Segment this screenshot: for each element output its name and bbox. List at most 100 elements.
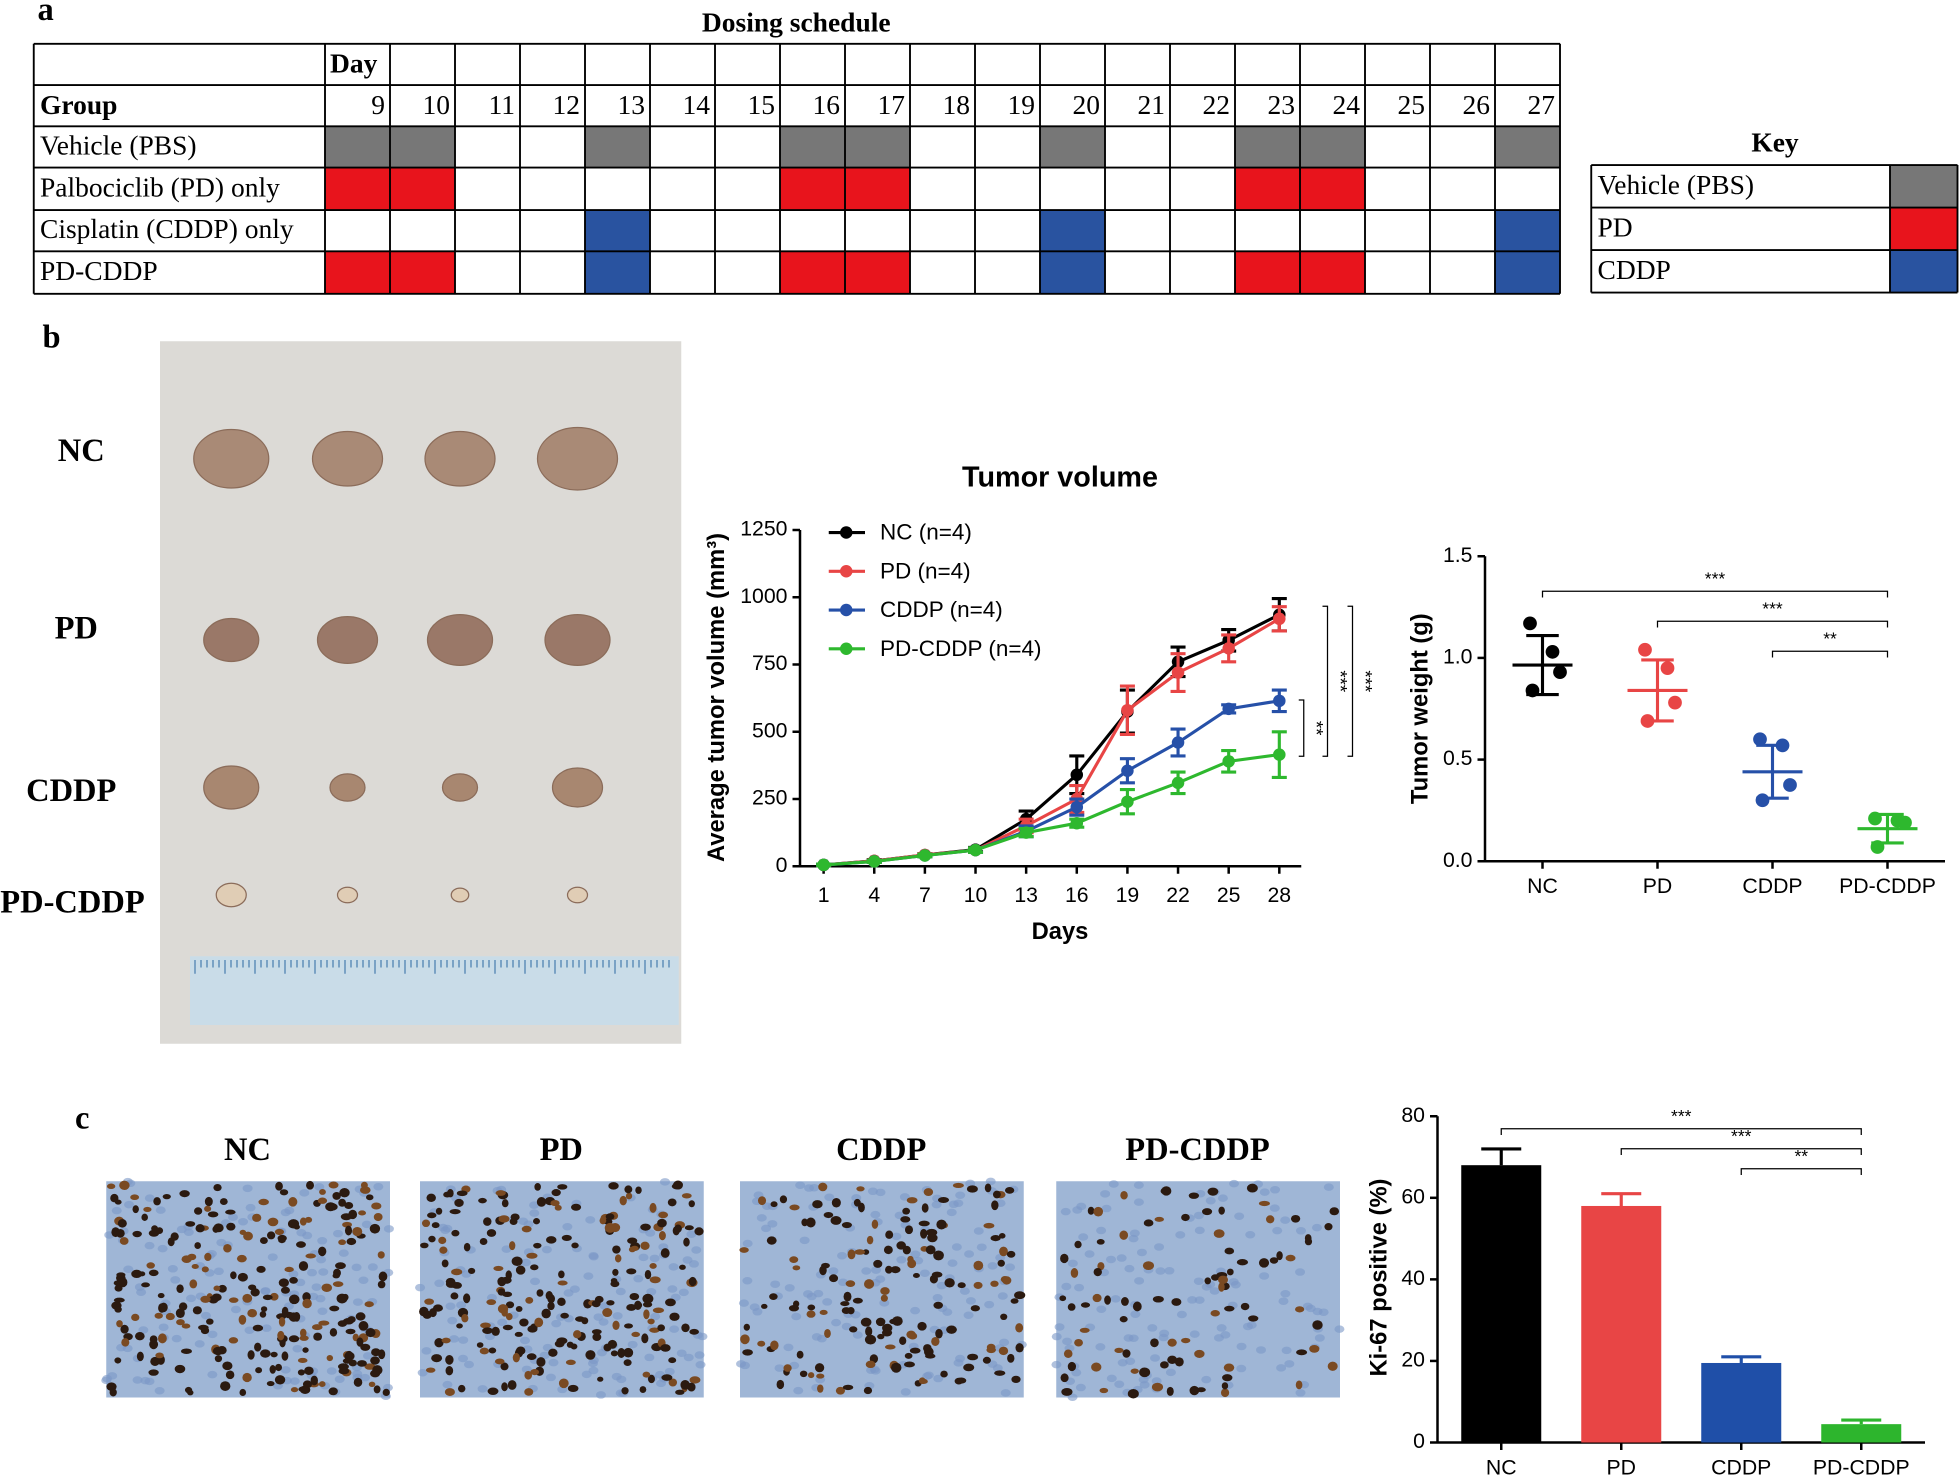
ihc-nucleus <box>123 1265 134 1273</box>
ihc-stain <box>352 1226 363 1237</box>
ihc-stain <box>642 1371 651 1378</box>
ihc-stain <box>328 1387 338 1396</box>
ihc-nucleus <box>144 1241 155 1250</box>
ihc-nucleus <box>519 1336 530 1345</box>
ihc-stain <box>551 1189 561 1197</box>
ihc-stain <box>880 1294 888 1302</box>
ihc-nucleus <box>997 1292 1008 1300</box>
ihc-stain <box>1312 1320 1323 1330</box>
day-number: 16 <box>813 89 841 120</box>
day-number: 9 <box>371 89 385 120</box>
ihc-nucleus <box>383 1225 394 1233</box>
ihc-stain <box>356 1360 367 1367</box>
ihc-stain <box>377 1251 385 1259</box>
ihc-stain <box>141 1282 150 1288</box>
ihc-nucleus <box>437 1223 448 1232</box>
ihc-stain <box>1327 1361 1338 1371</box>
ihc-stain <box>742 1349 753 1356</box>
x-tick-label: NC <box>1486 1455 1517 1479</box>
ihc-stain <box>222 1361 233 1371</box>
ihc-nucleus <box>667 1285 678 1293</box>
ihc-label: NC <box>224 1132 271 1168</box>
ihc-nucleus <box>963 1311 974 1320</box>
ihc-stain <box>937 1196 950 1204</box>
ihc-nucleus <box>936 1281 947 1290</box>
ihc-nucleus <box>261 1324 272 1332</box>
ihc-stain <box>119 1237 129 1245</box>
ihc-stain <box>841 1221 852 1229</box>
ihc-nucleus <box>207 1370 218 1379</box>
ihc-stain <box>1104 1295 1111 1305</box>
ihc-nucleus <box>260 1287 271 1295</box>
ihc-stain <box>479 1237 488 1246</box>
ihc-stain <box>278 1278 290 1288</box>
ihc-stain <box>906 1330 916 1339</box>
ihc-stain <box>558 1270 565 1279</box>
ihc-nucleus <box>1138 1375 1149 1384</box>
ihc-stain <box>560 1312 569 1319</box>
ihc-stain <box>796 1350 804 1359</box>
ihc-stain <box>902 1207 911 1215</box>
ihc-nucleus <box>588 1366 599 1375</box>
ihc-stain <box>494 1358 505 1365</box>
ihc-stain <box>1296 1349 1308 1356</box>
ihc-stain <box>881 1328 893 1337</box>
ihc-nucleus <box>985 1177 996 1186</box>
ihc-nucleus <box>315 1294 326 1303</box>
ihc-nucleus <box>1280 1289 1291 1298</box>
ihc-stain <box>770 1201 778 1208</box>
ihc-stain <box>328 1181 339 1189</box>
ihc-nucleus <box>822 1298 833 1306</box>
ihc-stain <box>304 1216 313 1223</box>
ihc-stain <box>557 1280 568 1286</box>
dose-cell <box>585 126 650 168</box>
y-axis-label: Average tumor volume (mm³) <box>703 533 730 862</box>
ihc-stain <box>318 1381 326 1388</box>
point <box>1553 665 1567 680</box>
day-number: 20 <box>1073 89 1101 120</box>
ihc-nucleus <box>1314 1334 1325 1342</box>
panel-label: a <box>38 0 54 28</box>
ihc-nucleus <box>530 1277 541 1286</box>
ihc-nucleus <box>484 1332 495 1341</box>
ihc-nucleus <box>1074 1283 1085 1292</box>
ihc-nucleus <box>694 1351 705 1359</box>
ihc-stain <box>498 1215 510 1223</box>
point <box>1121 795 1134 808</box>
ihc-nucleus <box>288 1270 299 1278</box>
ihc-stain <box>668 1378 678 1387</box>
ihc-nucleus <box>352 1298 363 1306</box>
ihc-stain <box>478 1197 487 1204</box>
tumor <box>215 882 247 908</box>
ihc-stain <box>904 1352 913 1359</box>
point <box>1660 661 1675 675</box>
ihc-stain <box>816 1373 825 1379</box>
ihc-stain <box>1070 1267 1079 1278</box>
ihc-stain <box>739 1247 749 1253</box>
ihc-stain <box>191 1263 199 1269</box>
ihc-stain <box>841 1307 851 1314</box>
ihc-stain <box>119 1180 130 1191</box>
ihc-nucleus <box>1151 1377 1162 1385</box>
ihc-stain <box>1099 1387 1109 1394</box>
ihc-nucleus <box>588 1251 599 1260</box>
ihc-stain <box>673 1180 683 1190</box>
ihc-label: PD-CDDP <box>1125 1132 1269 1168</box>
ihc-stain <box>106 1183 116 1190</box>
ihc-nucleus <box>1000 1389 1011 1397</box>
ihc-nucleus <box>186 1294 197 1303</box>
ihc-stain <box>1166 1386 1174 1396</box>
ihc-stain <box>293 1311 301 1322</box>
panel-label: c <box>75 1101 89 1137</box>
ihc-nucleus <box>1281 1346 1292 1355</box>
ihc-nucleus <box>477 1385 488 1393</box>
ihc-nucleus <box>1272 1226 1283 1235</box>
ihc-stain <box>904 1225 914 1235</box>
ihc-stain <box>279 1338 286 1348</box>
ihc-nucleus <box>965 1297 976 1305</box>
ihc-stain <box>269 1365 276 1374</box>
dose-cell <box>845 126 910 168</box>
ihc-nucleus <box>612 1312 623 1320</box>
ihc-nucleus <box>756 1214 767 1222</box>
y-tick-label: 0 <box>1413 1429 1425 1453</box>
